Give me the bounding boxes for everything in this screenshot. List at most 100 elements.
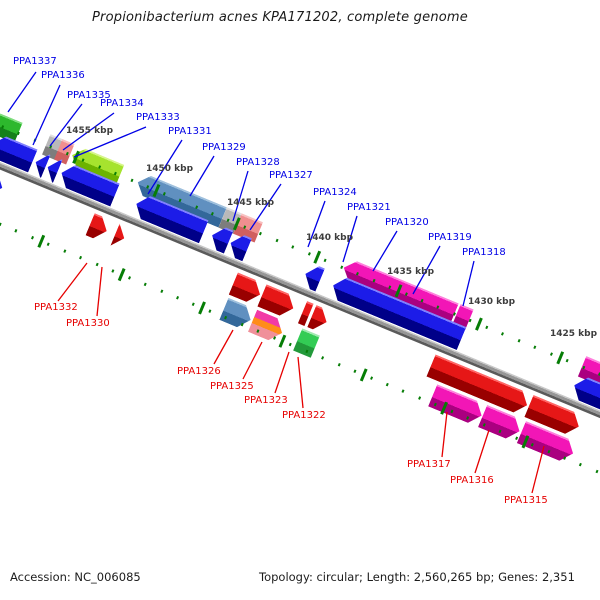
gene-label[interactable]: PPA1317 <box>407 459 451 470</box>
gene-label[interactable]: PPA1320 <box>385 217 429 228</box>
ruler-tick-minor <box>127 275 131 280</box>
ruler-tick-minor <box>291 245 295 249</box>
ruler-tick-minor <box>501 332 505 336</box>
leader-line <box>7 71 37 113</box>
ruler-tick-major <box>198 301 206 315</box>
kbp-label: 1430 kbp <box>468 297 516 307</box>
leader-line <box>274 351 290 394</box>
ruler-tick-minor <box>17 131 21 136</box>
accession-text: Accession: NC_006085 <box>10 570 141 584</box>
ruler-tick-minor <box>339 265 343 269</box>
ruler-tick-minor <box>46 242 50 247</box>
ruler-tick-minor <box>353 369 357 374</box>
ruler-tick-minor <box>95 262 99 267</box>
kbp-label: 1450 kbp <box>146 164 194 174</box>
gene-label[interactable]: PPA1337 <box>13 56 57 67</box>
ruler-tick-minor <box>517 338 521 343</box>
gene-label[interactable]: PPA1328 <box>236 157 280 168</box>
ruler-tick-major <box>556 351 565 365</box>
gene-arrow[interactable] <box>110 223 128 249</box>
ruler-tick-minor <box>385 382 389 387</box>
ruler-tick-minor <box>323 258 327 263</box>
kbp-label: 1435 kbp <box>387 267 435 277</box>
ruler-tick-minor <box>337 362 341 367</box>
ruler-tick-minor <box>130 178 134 183</box>
gene-label[interactable]: PPA1316 <box>450 475 494 486</box>
ruler-tick-minor <box>401 389 405 394</box>
ruler-tick-minor <box>240 322 244 327</box>
kbp-label: 1445 kbp <box>227 198 275 208</box>
ruler-tick-minor <box>208 309 212 313</box>
gene-label[interactable]: PPA1333 <box>136 112 180 123</box>
gene-label[interactable]: PPA1329 <box>202 142 246 153</box>
ruler-tick-minor <box>563 456 567 460</box>
gene-label[interactable]: PPA1336 <box>41 70 85 81</box>
gene-label[interactable]: PPA1322 <box>282 410 326 421</box>
ruler-tick-minor <box>272 336 276 340</box>
ruler-tick-minor <box>579 463 583 467</box>
kbp-label: 1455 kbp <box>66 126 114 136</box>
gene-arrow[interactable] <box>219 298 255 331</box>
ruler-tick-major <box>37 234 46 248</box>
gene-label[interactable]: PPA1334 <box>100 98 144 109</box>
leader-line <box>474 429 490 474</box>
ruler-tick-minor <box>514 436 518 440</box>
ruler-tick-minor <box>549 352 553 356</box>
gene-label[interactable]: PPA1330 <box>66 318 110 329</box>
ruler-tick-minor <box>275 238 279 243</box>
leader-line <box>57 262 88 302</box>
ruler-tick-minor <box>321 356 325 360</box>
gene-label[interactable]: PPA1326 <box>177 366 221 377</box>
ruler-tick-minor <box>533 345 537 350</box>
ruler-tick-minor <box>417 396 421 400</box>
ruler-tick-minor <box>143 282 147 287</box>
kbp-label: 1425 kbp <box>550 329 598 339</box>
gene-label[interactable]: PPA1323 <box>244 395 288 406</box>
ruler-tick-minor <box>30 235 34 240</box>
leader-line <box>441 411 448 458</box>
leader-line <box>213 329 234 365</box>
ruler-tick-minor <box>79 255 83 260</box>
leader-line <box>297 356 304 409</box>
gene-label[interactable]: PPA1325 <box>210 381 254 392</box>
ruler-tick-minor <box>288 342 292 347</box>
gene-label[interactable]: PPA1318 <box>462 247 506 258</box>
ruler-tick-major <box>359 368 368 382</box>
gene-label[interactable]: PPA1321 <box>347 202 391 213</box>
ruler-tick-minor <box>565 358 569 363</box>
leader-line <box>96 266 103 317</box>
gene-arrow[interactable] <box>85 213 111 242</box>
ruler-tick-major <box>117 268 126 282</box>
ruler-tick-minor <box>259 231 263 236</box>
ruler-tick-major <box>313 250 322 264</box>
gene-label[interactable]: PPA1335 <box>67 90 111 101</box>
kbp-label: 1440 kbp <box>306 233 354 243</box>
gene-arrow[interactable] <box>293 328 320 358</box>
leader-line <box>372 230 398 272</box>
ruler-tick-minor <box>0 222 2 227</box>
ruler-tick-minor <box>307 252 311 256</box>
ruler-tick-major <box>475 317 483 331</box>
ruler-tick-minor <box>192 302 196 307</box>
gene-label[interactable]: PPA1331 <box>168 126 212 137</box>
gene-label[interactable]: PPA1327 <box>269 170 313 181</box>
ruler-tick-minor <box>485 325 489 330</box>
gene-label[interactable]: PPA1324 <box>313 187 357 198</box>
ruler-tick-minor <box>369 376 373 380</box>
ruler-tick-minor <box>111 269 115 273</box>
ruler-tick-minor <box>33 138 37 142</box>
ruler-tick-minor <box>595 469 599 474</box>
ruler-tick-minor <box>468 318 472 323</box>
ruler-tick-minor <box>14 229 18 233</box>
leader-line <box>189 155 215 197</box>
ruler-tick-major <box>278 334 287 348</box>
ruler-tick-minor <box>159 289 163 293</box>
gene-label[interactable]: PPA1319 <box>428 232 472 243</box>
gene-label[interactable]: PPA1315 <box>504 495 548 506</box>
gene-label[interactable]: PPA1332 <box>34 302 78 313</box>
ruler-tick-minor <box>63 249 67 253</box>
leader-line <box>242 341 263 380</box>
page-title: Propionibacterium acnes KPA171202, compl… <box>92 10 468 25</box>
topology-stats-text: Topology: circular; Length: 2,560,265 bp… <box>259 570 575 584</box>
